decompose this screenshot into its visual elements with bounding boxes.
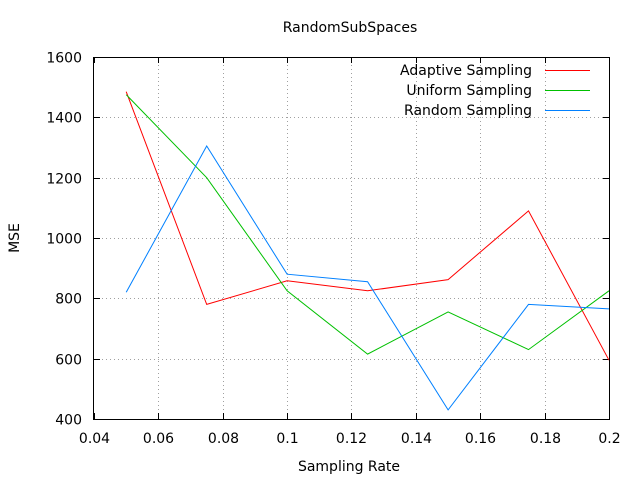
y-tick-label: 1400: [46, 111, 82, 127]
x-tick-label: 0.16: [465, 431, 496, 447]
y-tick-label: 1200: [46, 172, 82, 188]
y-tick-label: 600: [55, 353, 82, 369]
x-axis-label: Sampling Rate: [298, 459, 400, 475]
x-tick-label: 0.14: [401, 431, 432, 447]
x-tick-label: 0.1: [276, 431, 298, 447]
y-tick-label: 1600: [46, 51, 82, 67]
series-line-2: [125, 94, 610, 355]
x-tick-label: 0.2: [598, 431, 620, 447]
y-tick-label: 1000: [46, 232, 82, 248]
y-tick-label: 400: [55, 413, 82, 429]
series-line-1: [125, 91, 610, 361]
x-tick-label: 0.06: [143, 431, 174, 447]
x-tick-label: 0.08: [208, 431, 239, 447]
series-line-3: [125, 145, 610, 411]
legend: Adaptive Sampling Uniform Sampling Random …: [400, 63, 590, 119]
x-tick-labels: 0.04 0.06 0.08 0.1 0.12 0.14 0.16 0.18 0.2: [79, 431, 621, 447]
x-tick-label: 0.18: [530, 431, 561, 447]
x-tick-label: 0.04: [79, 431, 110, 447]
y-tick-label: 800: [55, 292, 82, 308]
legend-label: Uniform Sampling: [406, 83, 532, 99]
x-tick-label: 0.12: [336, 431, 367, 447]
y-tick-labels: 400 600 800 1000 1200 1400 1600: [46, 51, 82, 429]
chart-title: RandomSubSpaces: [283, 20, 418, 36]
legend-label: Random Sampling: [404, 103, 532, 119]
grid-lines: [94, 57, 609, 419]
series-lines: [125, 91, 610, 411]
legend-label: Adaptive Sampling: [400, 63, 532, 79]
y-axis-label: MSE: [7, 223, 23, 253]
plot-frame: [93, 57, 610, 420]
